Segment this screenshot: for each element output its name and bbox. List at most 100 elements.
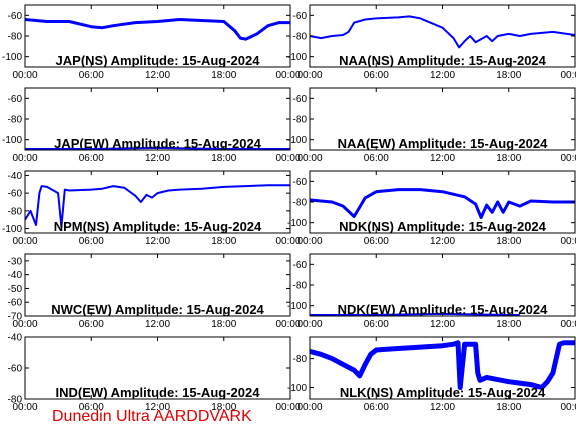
panel-2-ytick-label: -80 xyxy=(293,32,308,43)
panel-3-xtick-label: 12:00 xyxy=(145,153,170,164)
credit-text: Dunedin Ultra AARDDVARK xyxy=(52,408,252,425)
panel-1-xtick-label: 12:00 xyxy=(145,70,170,81)
panel-5-ytick-label: -40 xyxy=(8,171,23,182)
panel-5-xtick-label: 18:00 xyxy=(211,236,236,247)
panel-8-xtick-label: 00:00 xyxy=(560,319,576,330)
panel-8-ytick-label: -100 xyxy=(287,301,307,312)
panel-5-xtick-label: 12:00 xyxy=(145,236,170,247)
panel-8-xtick-label: 06:00 xyxy=(364,319,389,330)
panel-9-ytick-label: -60 xyxy=(8,364,23,375)
panel-4-ytick-label: -60 xyxy=(293,94,308,105)
panel-8-xtick-label: 18:00 xyxy=(496,319,521,330)
panel-10-series-line xyxy=(310,340,575,390)
panel-5-ytick-label: -80 xyxy=(8,206,23,217)
panel-3-title: JAP(EW) Amplitude: 15-Aug-2024 xyxy=(54,136,262,151)
panel-4-xtick-label: 06:00 xyxy=(364,153,389,164)
panel-2: -60 -80 -100 00:00 06:00 12:00 18:00 00:00 NAA(N… xyxy=(287,4,576,81)
panel-3-ytick-label: -80 xyxy=(8,115,23,126)
panel-5-title: NPM(NS) Amplitude: 15-Aug-2024 xyxy=(54,219,262,234)
panel-1-xtick-label: 00:00 xyxy=(275,70,300,81)
panel-7-xtick-label: 00:00 xyxy=(12,319,37,330)
panel-5-xtick-label: 00:00 xyxy=(12,236,37,247)
panel-2-xtick-label: 06:00 xyxy=(364,70,389,81)
panel-2-series-line xyxy=(310,15,575,49)
panel-9-ytick-label: -40 xyxy=(8,333,23,344)
panel-9-title: IND(EW) Amplitude: 15-Aug-2024 xyxy=(56,385,261,400)
panel-7-xtick-label: 06:00 xyxy=(79,319,104,330)
panel-10-xtick-label: 06:00 xyxy=(364,402,389,413)
panel-3: -60 -80 -100 00:00 06:00 12:00 18:00 00:00 JAP(E… xyxy=(2,87,301,164)
panel-2-title: NAA(NS) Amplitude: 15-Aug-2024 xyxy=(339,53,547,68)
panel-6-xtick-label: 00:00 xyxy=(297,236,322,247)
panel-3-ytick-label: -60 xyxy=(8,94,23,105)
panel-7-ytick-label: -40 xyxy=(8,270,23,281)
panel-7-xtick-label: 12:00 xyxy=(145,319,170,330)
panel-9-xtick-label: 18:00 xyxy=(211,402,236,413)
panel-8-title: NDK(EW) Amplitude: 15-Aug-2024 xyxy=(338,302,548,317)
panel-1-series-line xyxy=(25,18,290,41)
panel-2-xtick-label: 00:00 xyxy=(560,70,576,81)
panel-1-ytick-label: -100 xyxy=(2,52,22,63)
panel-10: -80 -100 00:00 06:00 12:00 18:00 00:00 NLK(NS) … xyxy=(287,336,576,413)
panel-4-xtick-label: 00:00 xyxy=(560,153,576,164)
panel-6: -60 -80 -100 00:00 06:00 12:00 18:00 00:00 NDK(N… xyxy=(287,170,576,247)
panel-8-xtick-label: 00:00 xyxy=(297,319,322,330)
panel-2-xtick-label: 18:00 xyxy=(496,70,521,81)
panel-8-xtick-label: 12:00 xyxy=(430,319,455,330)
panel-9-xtick-label: 00:00 xyxy=(275,402,300,413)
panel-7-ytick-label: -30 xyxy=(8,256,23,267)
panel-6-series-line xyxy=(310,188,575,219)
panel-10-xtick-label: 00:00 xyxy=(560,402,576,413)
panel-10-xtick-label: 00:00 xyxy=(297,402,322,413)
panel-10-ytick-label: -80 xyxy=(293,354,308,365)
panel-3-xtick-label: 00:00 xyxy=(12,153,37,164)
panel-1-title: JAP(NS) Amplitude: 15-Aug-2024 xyxy=(56,53,261,68)
panel-8: -60 -80 -100 00:00 06:00 12:00 18:00 00:00 NDK(E… xyxy=(287,253,576,330)
panel-3-ytick-label: -100 xyxy=(2,135,22,146)
panel-7-ytick-label: -70 xyxy=(8,312,23,323)
panel-1-xtick-label: 00:00 xyxy=(12,70,37,81)
panel-8-ytick-label: -60 xyxy=(293,260,308,271)
panel-4-xtick-label: 18:00 xyxy=(496,153,521,164)
panel-4-ytick-label: -100 xyxy=(287,135,307,146)
panel-10-xtick-label: 18:00 xyxy=(496,402,521,413)
panel-2-xtick-label: 00:00 xyxy=(297,70,322,81)
panel-5-xtick-label: 06:00 xyxy=(79,236,104,247)
panel-3-xtick-label: 18:00 xyxy=(211,153,236,164)
panel-2-ytick-label: -60 xyxy=(293,11,308,22)
panel-9-xtick-label: 00:00 xyxy=(12,402,37,413)
panel-10-title: NLK(NS) Amplitude: 15-Aug-2024 xyxy=(340,385,546,400)
panel-6-xtick-label: 00:00 xyxy=(560,236,576,247)
panel-5-ytick-label: -60 xyxy=(8,189,23,200)
panel-6-xtick-label: 18:00 xyxy=(496,236,521,247)
panel-7-title: NWC(EW) Amplitude: 15-Aug-2024 xyxy=(51,302,264,317)
panel-4-xtick-label: 12:00 xyxy=(430,153,455,164)
panel-7-ytick-label: -50 xyxy=(8,284,23,295)
panel-5-ytick-label: -100 xyxy=(2,224,22,235)
panel-7-xtick-label: 18:00 xyxy=(211,319,236,330)
panel-3-xtick-label: 00:00 xyxy=(275,153,300,164)
panel-1: -60 -80 -100 00:00 06:00 12:00 18:00 00:00 JAP(N… xyxy=(2,4,301,81)
panel-1-xtick-label: 06:00 xyxy=(79,70,104,81)
panel-4-ytick-label: -80 xyxy=(293,115,308,126)
panel-5-series-line xyxy=(25,184,290,228)
panel-6-xtick-label: 06:00 xyxy=(364,236,389,247)
panel-1-ytick-label: -80 xyxy=(8,32,23,43)
panel-6-ytick-label: -60 xyxy=(293,177,308,188)
panel-10-xtick-label: 12:00 xyxy=(430,402,455,413)
panel-9-xtick-label: 06:00 xyxy=(79,402,104,413)
panel-4-title: NAA(EW) Amplitude: 15-Aug-2024 xyxy=(338,136,548,151)
panel-1-ytick-label: -60 xyxy=(8,11,23,22)
panel-5-xtick-label: 00:00 xyxy=(275,236,300,247)
panel-7-ytick-label: -60 xyxy=(8,298,23,309)
panel-10-ytick-label: -100 xyxy=(287,383,307,394)
panel-4-xtick-label: 00:00 xyxy=(297,153,322,164)
panel-6-ytick-label: -100 xyxy=(287,218,307,229)
panel-6-ytick-label: -80 xyxy=(293,198,308,209)
panel-7-xtick-label: 00:00 xyxy=(275,319,300,330)
panel-2-xtick-label: 12:00 xyxy=(430,70,455,81)
